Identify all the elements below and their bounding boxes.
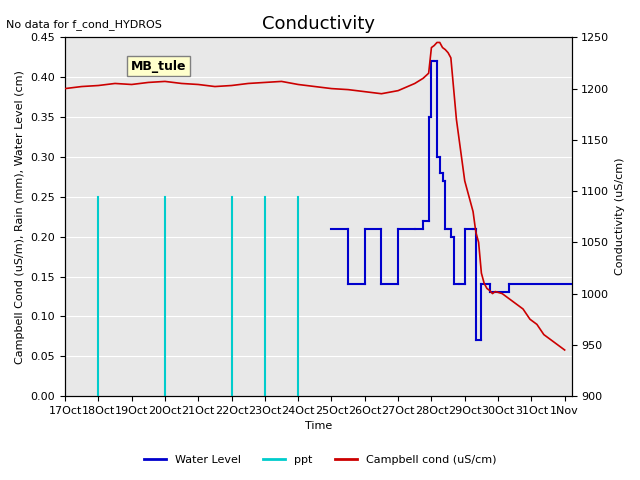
Legend: Water Level, ppt, Campbell cond (uS/cm): Water Level, ppt, Campbell cond (uS/cm) [140, 451, 500, 469]
X-axis label: Time: Time [305, 421, 332, 432]
Title: Conductivity: Conductivity [262, 15, 375, 33]
Text: MB_tule: MB_tule [131, 60, 186, 72]
Text: No data for f_cond_HYDROS: No data for f_cond_HYDROS [6, 19, 163, 30]
Y-axis label: Conductivity (uS/cm): Conductivity (uS/cm) [615, 158, 625, 276]
Y-axis label: Campbell Cond (uS/m), Rain (mm), Water Level (cm): Campbell Cond (uS/m), Rain (mm), Water L… [15, 70, 25, 364]
